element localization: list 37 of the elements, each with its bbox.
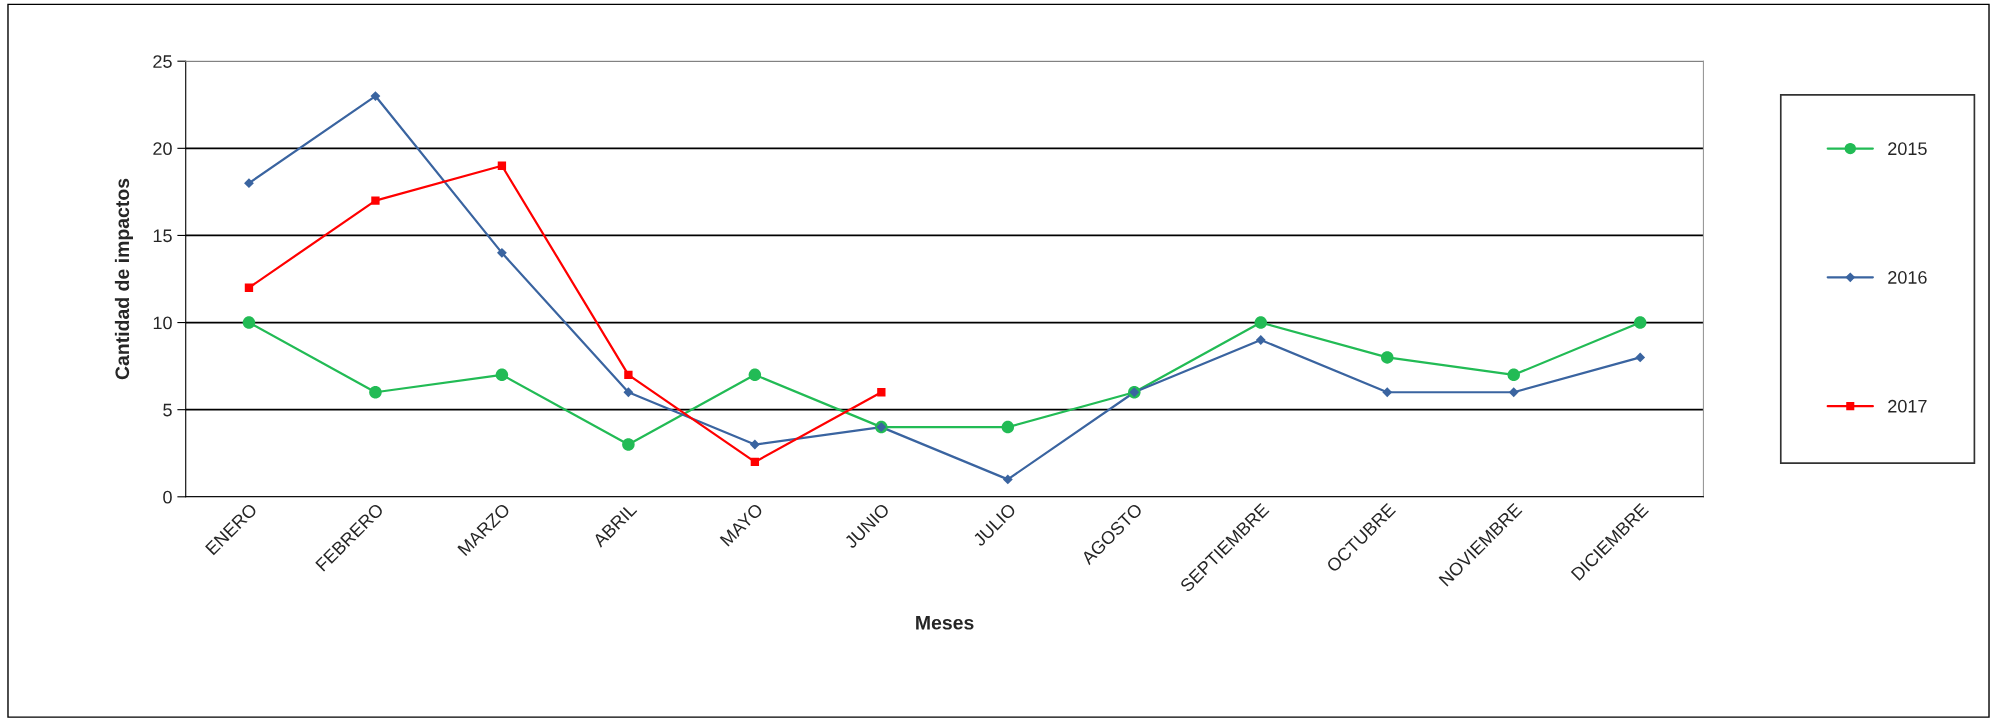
point: [1381, 351, 1394, 364]
legend-label: 2016: [1888, 271, 1927, 284]
legend-label: 2017: [1888, 399, 1927, 413]
point: [624, 370, 633, 379]
point: [748, 368, 762, 382]
point: [369, 386, 382, 399]
point: [244, 178, 254, 189]
point: [1002, 474, 1013, 485]
point: [749, 439, 760, 450]
point: [1382, 387, 1393, 398]
y-tick-label: 5: [163, 403, 172, 417]
y-tick-label: 20: [153, 142, 172, 156]
point: [877, 388, 886, 397]
point: [1001, 420, 1015, 434]
point: [623, 387, 634, 398]
point: [1508, 387, 1519, 398]
legend-label: 2015: [1888, 142, 1927, 156]
point: [371, 196, 380, 205]
y-tick-label: 0: [163, 490, 172, 504]
point: [370, 91, 381, 101]
point: [1507, 368, 1520, 382]
x-axis-title: Meses: [916, 616, 974, 630]
point: [1635, 352, 1646, 363]
y-tick-label: 25: [153, 55, 172, 68]
point: [495, 368, 509, 382]
y-axis-title: Cantidad de impactos: [114, 178, 133, 380]
point: [497, 247, 507, 258]
y-tick-label: 15: [153, 229, 172, 243]
point: [242, 316, 256, 329]
point: [244, 283, 254, 292]
y-tick-label: 10: [153, 316, 172, 330]
point: [1254, 316, 1268, 329]
point: [1255, 335, 1266, 345]
point: [750, 457, 760, 467]
point: [497, 161, 507, 170]
point: [622, 438, 635, 451]
point: [1633, 316, 1647, 329]
